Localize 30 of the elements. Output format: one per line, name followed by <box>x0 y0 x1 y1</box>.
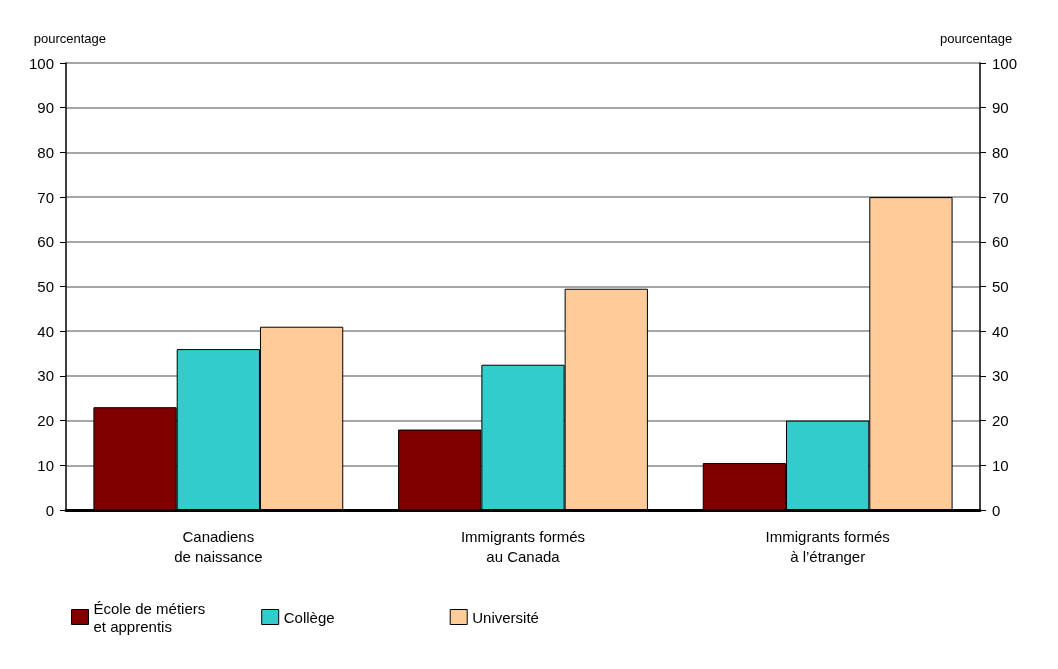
x-tick-label: Immigrants formés à l’étranger <box>765 527 890 565</box>
y-tick-label: 80 <box>37 143 54 161</box>
y2-axis-title: pourcentage <box>940 31 1013 46</box>
y2-tick-label: 10 <box>992 456 1009 474</box>
y2-tick-label: 40 <box>992 322 1009 340</box>
x-tick-label: Canadiens de naissance <box>174 527 263 565</box>
y-tick-label: 90 <box>37 99 54 117</box>
x-tick-label: Immigrants formés au Canada <box>460 527 586 565</box>
y2-tick-label: 60 <box>992 233 1009 251</box>
y2-tick-label: 20 <box>992 412 1009 430</box>
y-tick-label: 0 <box>45 501 54 519</box>
legend-label: Université <box>472 608 539 626</box>
y2-tick-label: 100 <box>992 54 1018 72</box>
y-tick-label: 70 <box>37 188 54 206</box>
y2-tick-label: 30 <box>992 367 1009 385</box>
y2-tick-label: 80 <box>992 143 1009 161</box>
y2-tick-label: 70 <box>992 188 1009 206</box>
y-tick-label: 100 <box>28 54 54 72</box>
legend-label: École de métiers et apprentis <box>93 599 206 635</box>
y-tick-label: 20 <box>37 412 54 430</box>
y-tick-label: 40 <box>37 322 54 340</box>
legend-label: Collège <box>283 608 335 626</box>
y-axis-title: pourcentage <box>33 31 106 46</box>
y-tick-label: 30 <box>37 367 54 385</box>
y-tick-label: 60 <box>37 233 54 251</box>
y2-tick-label: 0 <box>992 501 1001 519</box>
y-tick-label: 10 <box>37 456 54 474</box>
y-tick-label: 50 <box>37 278 54 295</box>
y2-tick-label: 90 <box>992 99 1009 117</box>
y2-tick-label: 50 <box>992 278 1009 295</box>
